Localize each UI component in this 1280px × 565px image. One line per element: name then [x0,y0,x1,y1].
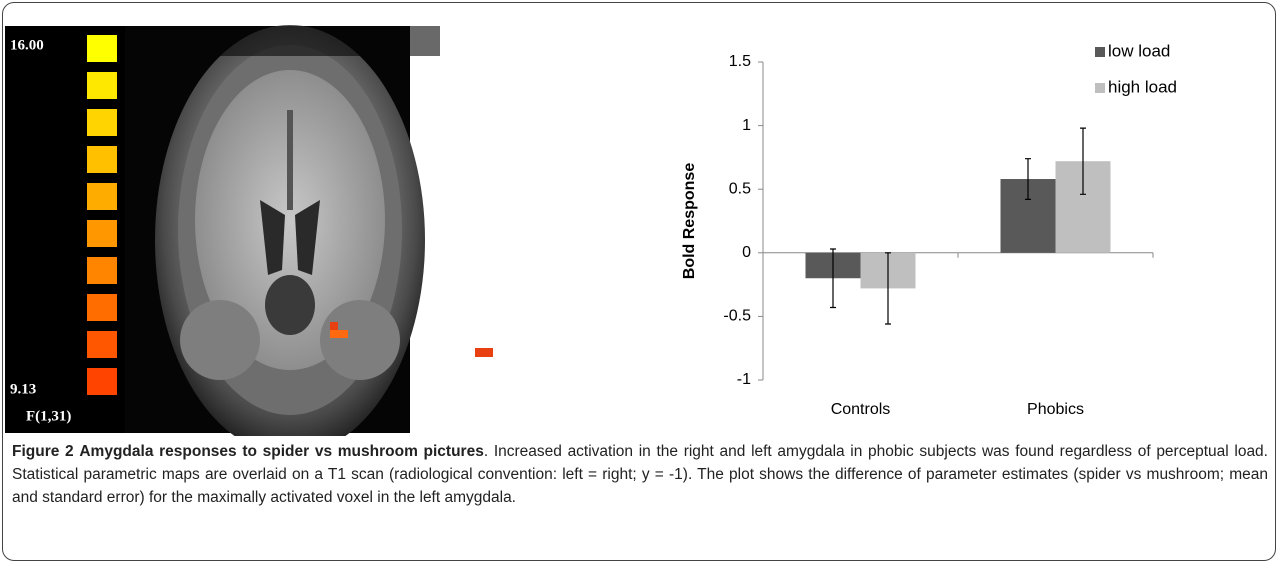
y-tick-label: 1.5 [729,53,751,70]
colorbar-min: 9.13 [10,381,36,397]
colorbar-stat: F(1,31) [26,408,71,424]
y-tick-label: 0 [742,244,751,261]
legend-swatch [1095,83,1105,93]
color-swatch [87,146,117,173]
y-axis-label: Bold Response [681,163,698,280]
y-tick-label: -1 [737,371,751,388]
legend-label: low load [1108,41,1170,60]
y-tick-label: 1 [742,117,751,134]
page: 16.00 9.13 F(1,31) Bold Response -1 -0.5 0… [0,0,1280,565]
color-swatch [87,257,117,284]
x-tick-label: Controls [831,401,891,418]
caption-label: Figure 2 [12,443,74,460]
bar-chart: -1 -0.5 0 0.5 1 1.5 Controls Phobics low load hig… [723,41,1177,418]
x-tick-label: Phobics [1027,401,1084,418]
caption: Figure 2 Amygdala responses to spider vs… [12,440,1268,509]
y-tick-label: 0.5 [729,180,751,197]
color-swatch [87,368,117,395]
color-swatch [87,294,117,321]
color-swatch [87,183,117,210]
color-swatch [87,109,117,136]
legend-swatch [1095,47,1105,57]
color-swatch [87,72,117,99]
color-swatch [87,35,117,62]
brain-image [5,25,493,436]
legend-label: high load [1108,77,1177,96]
color-swatch [87,220,117,247]
caption-title: Amygdala responses to spider vs mushroom… [79,443,483,460]
color-swatch [87,331,117,358]
colorbar-max: 16.00 [10,37,44,53]
figure: 16.00 9.13 F(1,31) Bold Response -1 -0.5 0… [0,0,1280,436]
y-tick-label: -0.5 [723,308,751,325]
